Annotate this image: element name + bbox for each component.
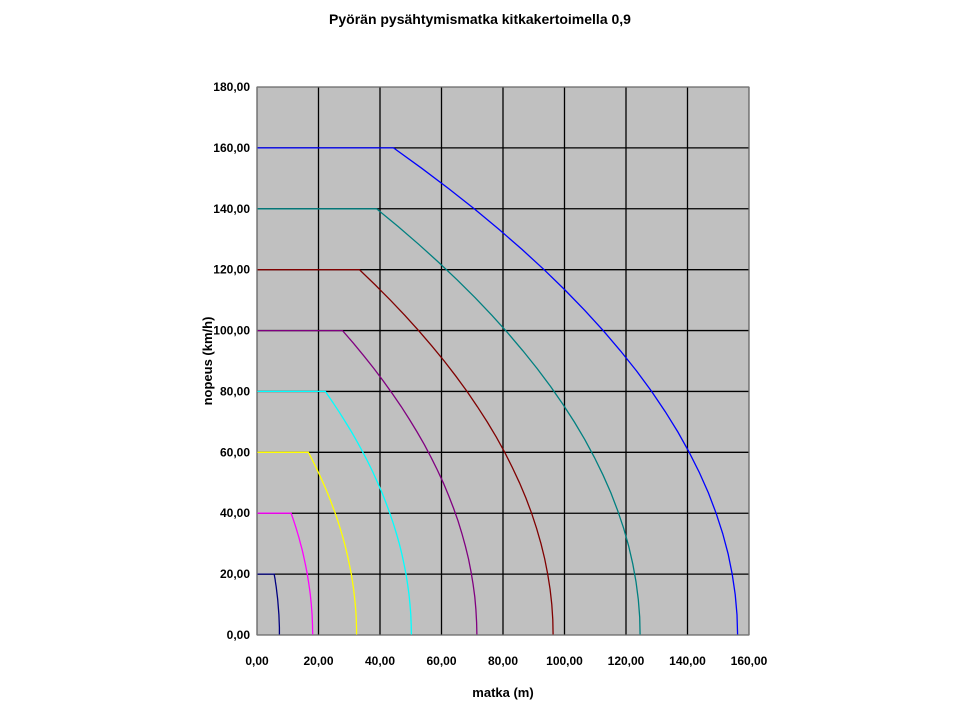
chart-title: Pyörän pysähtymismatka kitkakertoimella … [329,11,631,27]
series-line [257,573,281,635]
plot-border [256,86,750,636]
y-axis-title: nopeus (km/h) [200,317,215,406]
x-tick-label: 60,00 [426,654,456,668]
x-tick-label: 20,00 [303,654,333,668]
y-tick-label: 80,00 [220,384,250,398]
y-tick-label: 140,00 [213,202,250,216]
y-tick-label: 120,00 [213,263,250,277]
y-tick-label: 180,00 [213,80,250,94]
x-tick-label: 100,00 [546,654,583,668]
y-tick-label: 60,00 [220,445,250,459]
series-line [257,208,641,636]
series-line [257,329,478,636]
x-tick-label: 40,00 [365,654,395,668]
y-tick-labels: 0,00 20,00 40,00 60,00 80,00 100,00 120,00 140,… [213,80,250,642]
x-tick-label: 160,00 [731,654,768,668]
x-tick-label: 0,00 [245,654,269,668]
x-tick-labels: 0,00 20,00 40,00 60,00 80,00 100,00 120,00 140,… [245,654,767,668]
series-line [257,512,314,636]
series-line [257,269,554,636]
series-line [257,147,739,636]
y-tick-label: 160,00 [213,141,250,155]
series-line [257,390,413,636]
series-lines [257,147,739,636]
y-tick-label: 20,00 [220,567,250,581]
x-axis-title: matka (m) [472,685,533,700]
y-tick-label: 0,00 [227,628,251,642]
x-tick-label: 80,00 [488,654,518,668]
x-tick-label: 140,00 [669,654,706,668]
x-tick-label: 120,00 [608,654,645,668]
y-tick-label: 100,00 [213,324,250,338]
y-tick-label: 40,00 [220,506,250,520]
series-line [257,451,358,636]
